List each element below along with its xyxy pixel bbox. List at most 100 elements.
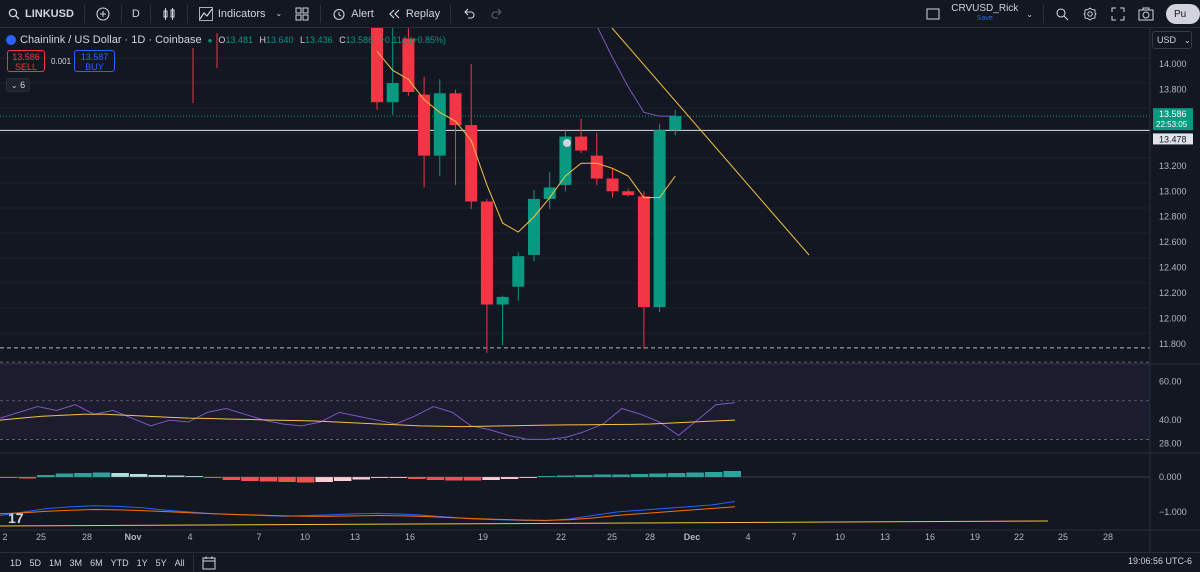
- symbol-search[interactable]: LINKUSD: [0, 0, 80, 28]
- candles-icon: [161, 6, 177, 22]
- macd-histogram-bar: [111, 473, 129, 477]
- alert-button[interactable]: Alert: [325, 0, 380, 28]
- rsi-axis-label: 28.00: [1159, 438, 1182, 448]
- time-axis-label: 7: [791, 532, 796, 542]
- replay-label: Replay: [405, 7, 441, 20]
- quick-search-button[interactable]: [1048, 0, 1076, 28]
- low-label: L: [300, 35, 306, 45]
- calendar-icon[interactable]: [202, 556, 216, 570]
- trendline: [611, 28, 810, 256]
- publish-button[interactable]: Pu: [1166, 4, 1200, 24]
- sell-button[interactable]: 13.586 SELL: [7, 50, 45, 72]
- candle-body: [606, 178, 619, 192]
- symbol-label: LINKUSD: [25, 7, 74, 20]
- candle-body: [433, 93, 446, 156]
- buy-label: BUY: [85, 62, 104, 72]
- range-button-1m[interactable]: 1M: [49, 557, 62, 568]
- replay-button[interactable]: Replay: [380, 0, 446, 28]
- alert-label: Alert: [351, 7, 374, 20]
- range-button-1d[interactable]: 1D: [10, 557, 22, 568]
- bottom-toolbar: 1D 5D 1M 3M 6M YTD 1Y 5Y All 19:06:56 UTC-6: [0, 552, 1200, 572]
- macd-histogram-bar: [519, 477, 537, 478]
- macd-histogram-bar: [148, 475, 166, 477]
- toolbar-divider: [120, 4, 122, 23]
- time-axis-label: 10: [835, 532, 845, 542]
- layout-switcher[interactable]: CRVUSD_Rick Save ⌄: [919, 0, 1039, 28]
- candle-body: [669, 116, 682, 131]
- chevron-down-icon: ⌄: [1026, 9, 1033, 19]
- chart-type-button[interactable]: [155, 0, 183, 28]
- chart-legend: Chainlink / US Dollar · 1D · Coinbase ● …: [6, 34, 446, 46]
- macd-histogram-bar: [630, 474, 649, 477]
- indicators-toggle[interactable]: ⌄ 6: [6, 78, 30, 92]
- candle-body: [590, 155, 603, 179]
- macd-histogram-bar: [389, 477, 408, 478]
- open-label: O: [218, 35, 226, 45]
- legend-title[interactable]: Chainlink / US Dollar · 1D · Coinbase: [20, 34, 202, 46]
- undo-button[interactable]: [455, 0, 483, 28]
- chainlink-logo-icon: [6, 35, 16, 45]
- price-axis-label: 13.200: [1159, 161, 1187, 171]
- toolbar-divider: [149, 4, 151, 23]
- settings-button[interactable]: [1076, 0, 1104, 28]
- macd-histogram-bar: [463, 477, 482, 481]
- candle-body: [528, 198, 540, 255]
- tradingview-logo[interactable]: 17: [8, 510, 24, 526]
- layout-name-box: CRVUSD_Rick Save: [951, 4, 1018, 24]
- macd-histogram-bar: [686, 472, 704, 477]
- high-label: H: [259, 35, 266, 45]
- currency-selector[interactable]: USD ⌄: [1152, 31, 1192, 49]
- macd-histogram-bar: [296, 477, 315, 483]
- alarm-clock-icon: [331, 6, 347, 22]
- indicators-button[interactable]: Indicators ⌄: [192, 0, 288, 28]
- macd-histogram-bar: [704, 472, 723, 477]
- layouts-button[interactable]: [288, 0, 316, 28]
- toolbar-right: CRVUSD_Rick Save ⌄ Pu: [919, 0, 1200, 28]
- chart-canvas[interactable]: 14.000 13.800 13.200 13.000 12.800 12.600 12.4…: [0, 28, 1200, 552]
- time-axis-label: 10: [300, 532, 310, 542]
- candle-body: [386, 83, 399, 103]
- macd-histogram-bar: [593, 474, 612, 477]
- range-button-6m[interactable]: 6M: [90, 557, 103, 568]
- toolbar-divider: [192, 553, 194, 572]
- range-button-3m[interactable]: 3M: [69, 557, 83, 568]
- macd-histogram-bar: [129, 474, 148, 477]
- range-button-ytd[interactable]: YTD: [110, 557, 129, 568]
- macd-histogram-bar: [723, 471, 741, 477]
- market-open-icon: ●: [207, 35, 213, 45]
- price-axis-label: 12.400: [1159, 263, 1187, 273]
- price-axis-label: 14.000: [1159, 59, 1187, 69]
- range-button-all[interactable]: All: [174, 557, 185, 568]
- rsi-axis-label: 40.00: [1159, 415, 1182, 425]
- chart-area[interactable]: 14.000 13.800 13.200 13.000 12.800 12.600 12.4…: [0, 28, 1200, 552]
- candle-body: [496, 296, 509, 305]
- buy-button[interactable]: 13.587 BUY: [74, 50, 115, 72]
- macd-histogram-bar: [445, 477, 463, 481]
- chevron-down-icon: ⌄: [1184, 35, 1191, 45]
- redo-button[interactable]: [483, 0, 511, 28]
- time-axis-label: 25: [1058, 532, 1068, 542]
- clock[interactable]: 19:06:56 UTC-6: [1127, 556, 1192, 566]
- interval-button[interactable]: D: [126, 0, 146, 28]
- time-axis-label: 13: [350, 532, 360, 542]
- range-button-5y[interactable]: 5Y: [155, 557, 167, 568]
- time-axis-label: 16: [405, 532, 415, 542]
- fullscreen-icon: [1110, 6, 1126, 22]
- fullscreen-button[interactable]: [1104, 0, 1132, 28]
- macd-histogram-bar: [500, 477, 519, 479]
- macd-histogram-bar: [185, 476, 204, 477]
- time-axis-label: Nov: [124, 532, 141, 542]
- time-axis-label: 13: [880, 532, 890, 542]
- macd-histogram-bar: [204, 477, 222, 478]
- macd-histogram-bar: [408, 477, 426, 479]
- price-axis-label: 13.800: [1159, 84, 1187, 94]
- chevron-down-icon[interactable]: ⌄: [275, 9, 283, 18]
- layout-name: CRVUSD_Rick: [951, 3, 1019, 14]
- toolbar-divider: [186, 4, 188, 23]
- time-axis-label: 28: [1103, 532, 1113, 542]
- hline-price-tag: [1153, 133, 1193, 145]
- compare-button[interactable]: [89, 0, 117, 28]
- range-button-5d[interactable]: 5D: [29, 557, 42, 568]
- snapshot-button[interactable]: [1132, 0, 1160, 28]
- range-button-1y[interactable]: 1Y: [136, 557, 148, 568]
